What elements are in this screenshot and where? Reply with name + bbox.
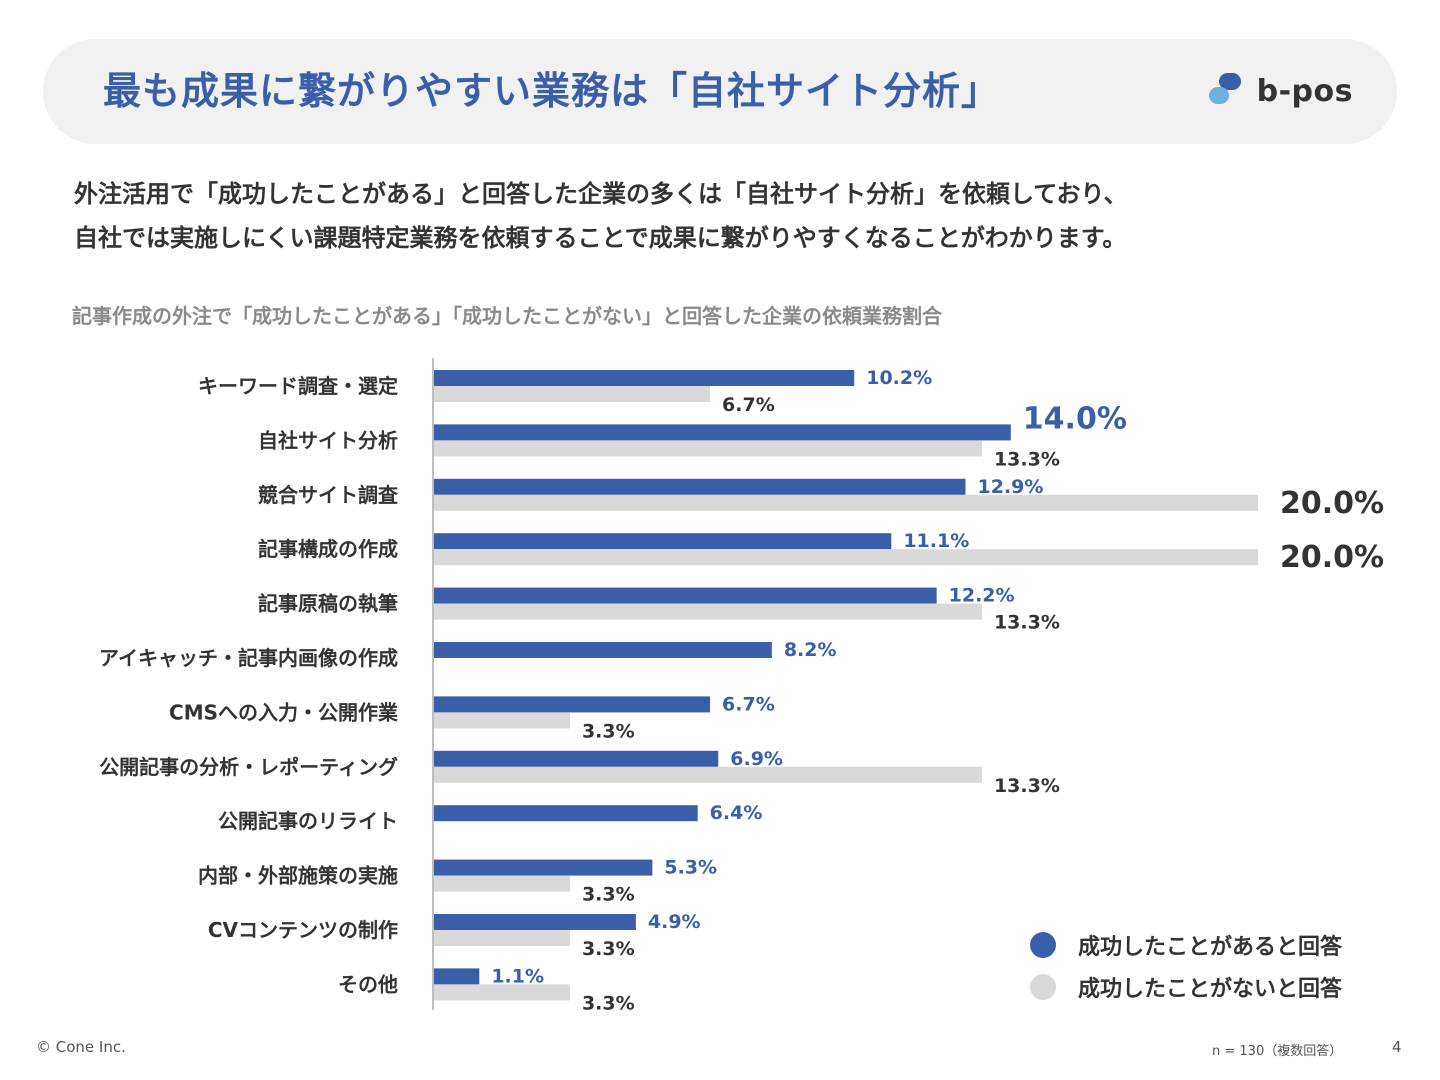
data-label-success: 6.4% [710, 802, 763, 824]
bar-success [434, 805, 698, 822]
bar-fail [434, 875, 570, 892]
bar-fail [434, 712, 570, 729]
data-label-success: 1.1% [491, 965, 544, 987]
b-pos-logo-icon [1208, 73, 1241, 104]
bar-fail [434, 494, 1258, 511]
bar-fail [434, 549, 1258, 566]
data-label-fail: 13.3% [994, 448, 1060, 470]
data-label-fail: 6.7% [722, 394, 775, 416]
chart-legend: 成功したことがあると回答 成功したことがないと回答 [1030, 924, 1342, 1008]
data-label-fail: 3.3% [582, 720, 635, 742]
bar-success [434, 642, 772, 658]
bar-fail [434, 603, 982, 620]
bar-fail [434, 766, 982, 783]
category-label: 競合サイト調査 [258, 483, 398, 507]
category-label: 記事構成の作成 [258, 537, 398, 561]
data-label-success: 12.9% [977, 476, 1043, 498]
header-banner: 最も成果に繋がりやすい業務は「自社サイト分析」 b-pos [43, 39, 1397, 144]
category-label: CMSへの入力・公開作業 [169, 700, 399, 724]
brand-logo: b-pos [1208, 73, 1353, 109]
lead-paragraph: 外注活用で「成功したことがある」と回答した企業の多くは「自社サイト分析」を依頼し… [74, 172, 1374, 260]
lead-line-2: 自社では実施しにくい課題特定業務を依頼することで成果に繋がりやすくなることがわか… [74, 224, 1127, 252]
data-label-fail: 3.3% [582, 884, 635, 906]
bar-success [434, 696, 711, 713]
bar-success [434, 370, 855, 386]
category-label: その他 [338, 972, 398, 996]
bar-success [434, 968, 480, 985]
bar-fail [434, 386, 711, 402]
category-label: 公開記事の分析・レポーティング [99, 755, 398, 779]
bar-success [434, 478, 966, 495]
bar-fail [434, 930, 570, 946]
data-label-fail: 13.3% [994, 612, 1060, 634]
data-label-success: 6.7% [722, 693, 775, 715]
chart-caption: 記事作成の外注で「成功したことがある」「成功したことがない」と回答した企業の依頼… [72, 304, 942, 328]
legend-dot-fail [1030, 974, 1056, 1000]
data-label-success: 10.2% [866, 367, 932, 389]
legend-item-success: 成功したことがあると回答 [1030, 924, 1342, 966]
copyright: © Cone Inc. [36, 1038, 126, 1056]
data-label-fail: 3.3% [582, 992, 635, 1014]
bar-fail [434, 984, 570, 1001]
page-title: 最も成果に繋がりやすい業務は「自社サイト分析」 [103, 69, 1001, 113]
legend-item-fail: 成功したことがないと回答 [1030, 966, 1342, 1008]
category-label: 自社サイト分析 [258, 428, 398, 452]
data-label-success: 4.9% [648, 911, 701, 933]
category-label: 記事原稿の執筆 [258, 592, 398, 616]
legend-label-success: 成功したことがあると回答 [1078, 935, 1343, 960]
lead-line-1: 外注活用で「成功したことがある」と回答した企業の多くは「自社サイト分析」を依頼し… [74, 180, 1128, 208]
page-number: 4 [1392, 1038, 1402, 1056]
category-label: 公開記事のリライト [218, 809, 398, 833]
category-label: CVコンテンツの制作 [208, 918, 398, 942]
bar-success [434, 424, 1011, 441]
data-label-success: 12.2% [949, 585, 1015, 607]
data-label-fail: 20.0% [1280, 540, 1384, 575]
legend-label-fail: 成功したことがないと回答 [1078, 977, 1343, 1002]
bar-success [434, 750, 719, 767]
bar-success [434, 914, 636, 930]
bar-fail [434, 440, 982, 457]
bar-success [434, 533, 892, 550]
data-label-fail: 13.3% [994, 775, 1060, 797]
data-label-success: 6.9% [730, 748, 783, 770]
bar-success [434, 859, 653, 876]
sample-note: n = 130（複数回答） [1212, 1044, 1343, 1059]
data-label-fail: 3.3% [582, 938, 635, 960]
bar-success [434, 587, 937, 604]
legend-dot-success [1030, 932, 1056, 958]
data-label-success: 5.3% [664, 857, 717, 879]
data-label-success: 8.2% [784, 639, 837, 661]
data-label-success: 11.1% [903, 530, 969, 552]
category-label: アイキャッチ・記事内画像の作成 [99, 646, 398, 670]
category-label: キーワード調査・選定 [198, 374, 398, 398]
category-label: 内部・外部施策の実施 [198, 864, 398, 888]
data-label-success: 14.0% [1023, 401, 1127, 436]
data-label-fail: 20.0% [1280, 486, 1384, 521]
logo-text: b-pos [1256, 73, 1353, 109]
